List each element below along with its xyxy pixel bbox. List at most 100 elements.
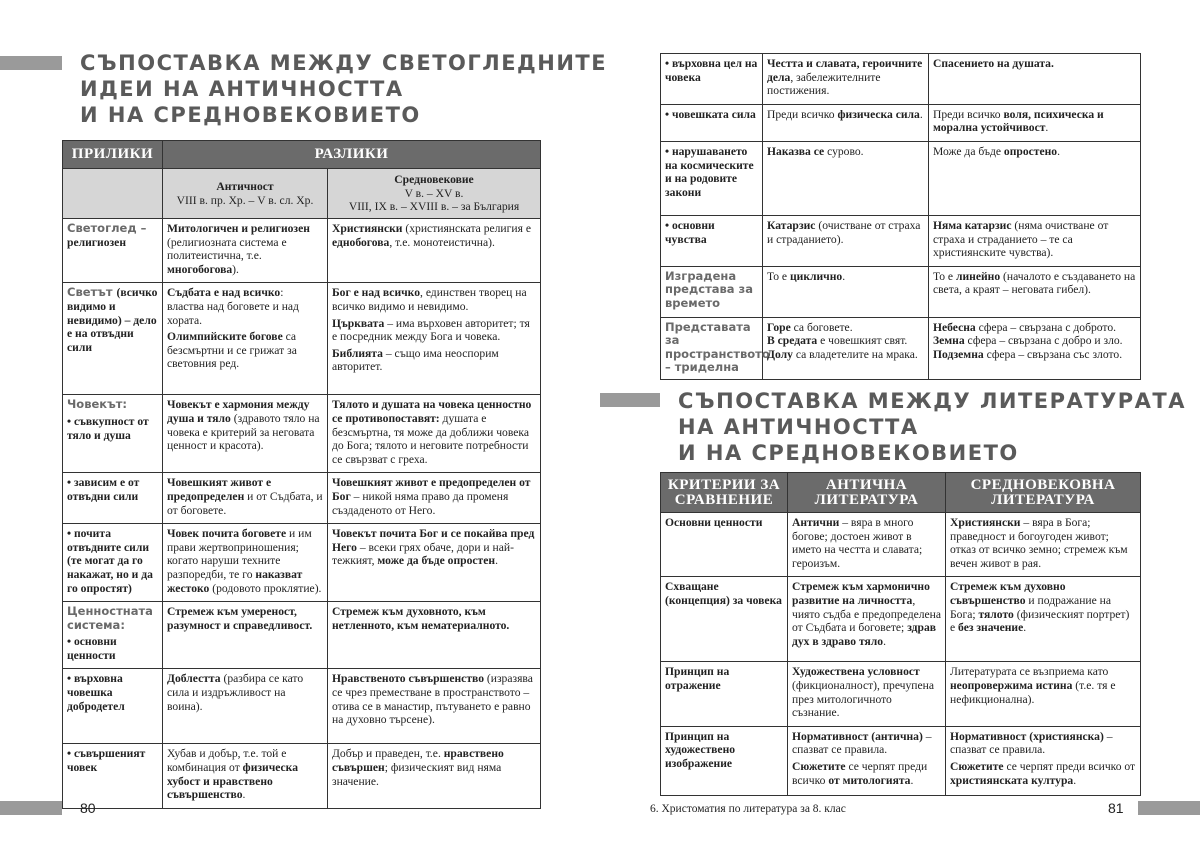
cell-paragraph: Човекът почита Бог и се покайва пред Нег… <box>332 527 536 568</box>
table-row: • съвършеният човек Хубав и добър, т.е. т… <box>62 743 542 809</box>
literature-comparison-table: КРИТЕРИИ ЗА СРАВНЕНИЕ АНТИЧНА ЛИТЕРАТУРА… <box>660 472 1141 796</box>
cell-paragraph: Бог е над всичко, единствен творец на вс… <box>332 286 536 313</box>
bold-text: наказват жестоко <box>167 567 303 595</box>
bold-text: Сюжетите <box>950 759 1004 773</box>
section-title: СЪПОСТАВКА МЕЖДУ ЛИТЕРАТУРАТА НА АНТИЧНО… <box>678 388 1186 466</box>
text: . <box>910 773 914 787</box>
text: Добър и праведен, т.е. <box>332 747 444 761</box>
cell-paragraph: Наказва се сурово. <box>767 145 924 159</box>
cell-paragraph: Изградена представа за времето <box>665 268 758 311</box>
bold-text: (всичко видимо и невидимо) – дело е на о… <box>67 286 158 354</box>
table-row: • върховна човешка добродетел Доблестта (… <box>62 668 542 745</box>
text: – има върховен авторитет; тя е посредник… <box>332 316 530 344</box>
bold-text: • върховна човешка добродетел <box>67 672 125 713</box>
cell-paragraph: Доблестта (разбира се като сила и издръж… <box>167 672 323 713</box>
text: – спазват се правила. <box>950 729 1113 757</box>
table-cell: Тялото и душата на човека ценностно се п… <box>326 394 542 474</box>
row-label-cell: • човешката сила <box>660 103 763 142</box>
text: . <box>242 788 246 802</box>
text: сфера – свързана с доброто. <box>975 320 1117 334</box>
cell-paragraph: Стремеж към духовно съвършенство и подра… <box>950 580 1136 634</box>
table-cell: Човекът почита Бог и се покайва пред Нег… <box>326 523 542 603</box>
table-cell: Човешкият живот е предопределен и от Съд… <box>162 472 328 525</box>
cell-paragraph: Спасението на душата. <box>933 57 1136 71</box>
bold-text: физическа сила <box>837 107 920 121</box>
table-cell: Митологичен и религиозен (религиозната с… <box>162 217 328 284</box>
text: . <box>883 634 886 648</box>
bold-text: религиозен <box>67 235 127 249</box>
bold-text: Олимпийските богове <box>167 330 283 344</box>
bold-text: Наказва се <box>767 144 825 158</box>
cell-paragraph: Стремеж към хармонично развитие на лично… <box>792 580 941 648</box>
title-line: НА АНТИЧНОСТТА <box>678 415 919 439</box>
cell-paragraph: • човешката сила <box>665 108 758 122</box>
text: – вяра в Бога; праведност и богоугоден ж… <box>950 516 1128 570</box>
cell-paragraph: Хубав и добър, т.е. той е комбинация от … <box>167 747 323 801</box>
text: (религиозната система е политеистична, т… <box>167 235 287 263</box>
bold-text: тялото <box>978 607 1014 621</box>
table-cell: То е циклично. <box>762 265 929 318</box>
cell-paragraph: Християнски (християнската религия е едн… <box>332 222 536 249</box>
bold-text: линейно <box>955 269 1001 283</box>
title-line: СЪПОСТАВКА МЕЖДУ ЛИТЕРАТУРАТА <box>678 389 1187 413</box>
cell-paragraph: Подземна сфера – свързана със злото. <box>933 348 1136 362</box>
text: , единствен творец на всичко видимо и не… <box>332 286 527 313</box>
cell-paragraph: То е циклично. <box>767 270 924 284</box>
bold-text: • човешката сила <box>665 107 756 121</box>
era-name: Средновековие <box>394 173 474 187</box>
worldview-comparison-table: ПРИЛИКИ РАЗЛИКИ Античност VIII в. пр. Хр… <box>62 140 542 809</box>
text: са боговете. <box>790 320 853 334</box>
bold-text: многобогова <box>167 262 233 276</box>
text: (т.е. тя е нефикционална). <box>950 678 1116 706</box>
table-cell: Спасението на душата. <box>928 53 1141 105</box>
text: (здравото тяло на човека е критерий за н… <box>167 411 320 453</box>
row-label-cell: Ценностната система: • основни ценности <box>62 601 163 670</box>
table-row: • основни чувства Катарзис (очистване от … <box>660 214 1141 267</box>
title-accent-bar <box>600 393 660 407</box>
cell-paragraph: • върховна човешка добродетел <box>67 672 158 713</box>
cell-paragraph: Ценностната система: <box>67 604 158 632</box>
bold-text: здрав дух в здраво тяло <box>792 621 937 648</box>
cell-paragraph: Библията – също има неоспорим авторитет. <box>332 347 536 374</box>
worldview-comparison-table-continued: • върховна цел на човека Честта и славата… <box>660 53 1141 380</box>
table-cell: Съдбата е над всичко: властва над богове… <box>162 282 328 396</box>
row-label-cell: Основни ценности <box>660 511 788 578</box>
bold-text: Доблестта <box>167 672 221 686</box>
subheader-middle-ages: Средновековие V в. – XV в. VIII, IX в. –… <box>326 168 542 219</box>
heading-text: Изградена представа за времето <box>665 268 753 310</box>
cell-paragraph: Олимпийските богове са безсмъртни и се г… <box>167 330 323 371</box>
era-period-bulgaria: VIII, IX в. – XVIII в. – за България <box>348 200 520 214</box>
cell-paragraph: Християнски – вяра в Бога; праведност и … <box>950 516 1136 570</box>
table-row: • зависим е от отвъдни сили Човешкият жив… <box>62 472 542 525</box>
table-cell: Стремеж към умереност, разумност и справ… <box>162 601 328 670</box>
text: се черпят преди всичко <box>792 759 928 787</box>
text: – също има неоспорим авторитет. <box>332 346 499 374</box>
table-row: • върховна цел на човека Честта и славата… <box>660 53 1141 105</box>
bold-text: Християнски <box>950 516 1021 529</box>
table-cell: Човек почита боговете и им прави жертвоп… <box>162 523 328 603</box>
row-label-cell: Представата за пространството – триделна <box>660 316 770 380</box>
cell-paragraph: • основни ценности <box>67 635 158 662</box>
table-cell: Бог е над всичко, единствен творец на вс… <box>326 282 542 396</box>
table-cell: Хубав и добър, т.е. той е комбинация от … <box>162 743 328 809</box>
text: (изразява се чрез преместване в простран… <box>332 672 533 727</box>
text: се черпят преди всичко от <box>1003 759 1136 773</box>
cell-paragraph: Антични – вяра в много богове; достоен ж… <box>792 516 941 570</box>
header-ancient-literature: АНТИЧНА ЛИТЕРАТУРА <box>787 472 946 513</box>
bold-text: Тялото и душата на човека ценностно се п… <box>332 398 532 425</box>
row-label-cell: Схващане (концепция) за човека <box>660 576 788 663</box>
bold-text: Библията <box>332 346 383 360</box>
row-label-cell: • върховна човешка добродетел <box>62 668 163 745</box>
table-row: • човешката сила Преди всичко физическа с… <box>660 103 1141 142</box>
text: : властва над боговете и над хората. <box>167 286 299 327</box>
text: То е <box>767 269 790 283</box>
bold-text: Земна <box>933 334 965 348</box>
text: сфера – свързана с добро и зло. <box>964 334 1123 348</box>
table-row: Човекът: • съвкупност от тяло и душа Човек… <box>62 394 542 474</box>
text: (фикционалност), пречупена през митологи… <box>792 678 935 720</box>
text: . <box>842 269 846 283</box>
row-label-cell: Принцип на отражение <box>660 661 788 727</box>
cell-paragraph: Човек почита боговете и им прави жертвоп… <box>167 527 323 595</box>
bold-text: физическа хубост и нравствено съвършенст… <box>167 761 298 802</box>
era-period: VIII в. пр. Хр. – V в. сл. Хр. <box>176 193 314 207</box>
